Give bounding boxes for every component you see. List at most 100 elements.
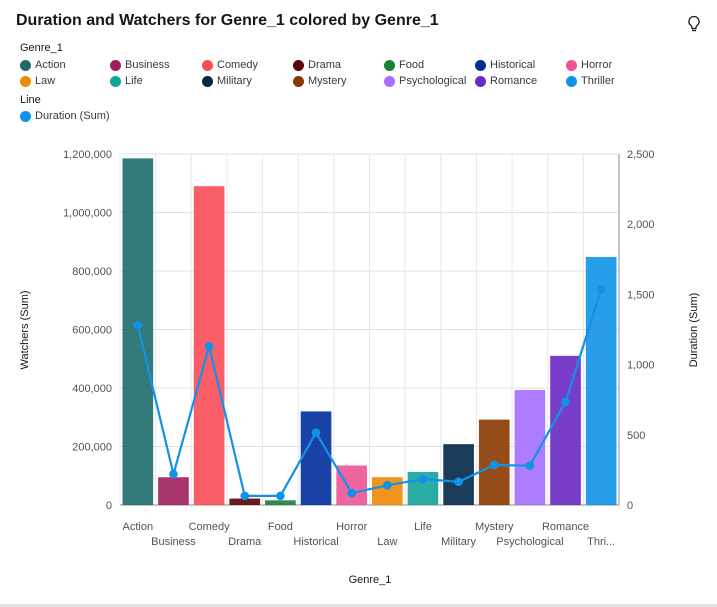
legend-swatch — [20, 110, 31, 122]
legend-item-horror[interactable]: Horror — [566, 58, 612, 72]
duration-point-psychological[interactable] — [525, 461, 535, 470]
y2-tick-label: 500 — [627, 430, 645, 442]
legend-swatch — [110, 75, 121, 87]
y-tick-label: 1,000,000 — [63, 208, 112, 220]
legend-swatch — [20, 75, 31, 87]
legend-label: Horror — [581, 59, 613, 71]
legend-item-romance[interactable]: Romance — [475, 74, 537, 88]
y-axis-title: Watchers (Sum) — [19, 290, 31, 369]
duration-point-horror[interactable] — [347, 488, 356, 498]
legend-label: Historical — [490, 59, 536, 71]
duration-point-mystery[interactable] — [489, 460, 499, 470]
y-tick-label: 600,000 — [72, 325, 112, 337]
duration-point-military[interactable] — [454, 477, 463, 487]
legend-item-food[interactable]: Food — [384, 58, 424, 72]
duration-point-drama[interactable] — [240, 491, 250, 501]
legend-label: Business — [125, 59, 170, 71]
line-legend-title: Line — [20, 94, 41, 106]
bar-drama[interactable] — [229, 498, 261, 505]
legend-item-military[interactable]: Military — [202, 74, 252, 88]
duration-point-comedy[interactable] — [204, 342, 214, 351]
legend-label: Drama — [308, 59, 342, 71]
legend-item-historical[interactable]: Historical — [475, 58, 535, 72]
chart-title: Duration and Watchers for Genre_1 colore… — [16, 12, 439, 29]
x-tick-label: Action — [123, 521, 154, 533]
y-tick-label: 1,200,000 — [63, 149, 112, 161]
legend-swatch — [475, 59, 486, 71]
legend-label: Duration (Sum) — [35, 110, 110, 122]
duration-point-law[interactable] — [383, 481, 392, 490]
x-tick-label: Historical — [293, 536, 338, 548]
legend-swatch — [566, 75, 577, 87]
legend-label: Romance — [490, 75, 538, 87]
bar-food[interactable] — [265, 500, 296, 505]
legend-label: Life — [125, 75, 143, 87]
legend-label: Law — [35, 75, 56, 87]
legend-swatch — [475, 75, 486, 87]
bar-romance[interactable] — [550, 355, 581, 505]
legend-label: Comedy — [217, 59, 258, 71]
bar-action[interactable] — [122, 158, 154, 505]
legend-swatch — [20, 59, 31, 71]
duration-point-life[interactable] — [418, 474, 428, 484]
legend-swatch — [293, 75, 304, 87]
duration-line — [136, 289, 603, 497]
y2-tick-label: 0 — [627, 500, 633, 512]
duration-point-historical[interactable] — [311, 428, 321, 437]
legend-item-thriller[interactable]: Thriller — [566, 74, 615, 88]
legend-item-law[interactable]: Law — [20, 74, 55, 88]
duration-point-action[interactable] — [133, 320, 143, 330]
legend-item-comedy[interactable]: Comedy — [202, 58, 258, 72]
y2-tick-label: 2,500 — [627, 149, 655, 161]
legend-title: Genre_1 — [20, 42, 63, 54]
legend-item-psychological[interactable]: Psychological — [384, 74, 466, 88]
legend-label: Psychological — [399, 75, 467, 87]
duration-point-business[interactable] — [169, 469, 178, 479]
y-tick-label: 0 — [106, 500, 112, 512]
x-tick-label: Horror — [336, 521, 368, 533]
x-axis-title: Genre_1 — [349, 574, 392, 586]
y2-tick-label: 2,000 — [627, 219, 655, 231]
lightbulb-icon[interactable] — [686, 14, 702, 34]
x-tick-label: Comedy — [189, 521, 230, 533]
legend-swatch — [566, 59, 577, 71]
y-tick-label: 400,000 — [72, 383, 112, 395]
bar-business[interactable] — [158, 477, 189, 505]
y2-axis-title: Duration (Sum) — [688, 293, 700, 368]
y-tick-label: 800,000 — [72, 266, 112, 278]
duration-point-food[interactable] — [276, 491, 285, 501]
bar-historical[interactable] — [300, 411, 332, 505]
legend-label: Action — [35, 59, 66, 71]
legend-swatch — [110, 59, 121, 71]
legend-item-drama[interactable]: Drama — [293, 58, 341, 72]
legend-swatch — [384, 75, 395, 87]
bar-thriller[interactable] — [585, 256, 617, 505]
legend-swatch — [384, 59, 395, 71]
x-tick-label: Thri... — [587, 536, 615, 548]
y-tick-label: 200,000 — [72, 442, 112, 454]
divider — [0, 604, 717, 607]
x-tick-label: Mystery — [475, 521, 514, 533]
x-tick-label: Military — [441, 536, 476, 548]
legend-label: Thriller — [581, 75, 615, 87]
legend-item-action[interactable]: Action — [20, 58, 66, 72]
x-tick-label: Psychological — [496, 536, 563, 548]
x-tick-label: Romance — [542, 521, 589, 533]
duration-point-thriller[interactable] — [596, 285, 606, 294]
legend-swatch — [202, 59, 213, 71]
legend-swatch — [293, 59, 304, 71]
legend-item-mystery[interactable]: Mystery — [293, 74, 347, 88]
duration-point-romance[interactable] — [561, 397, 570, 407]
legend-label: Food — [399, 59, 425, 71]
legend-item-duration[interactable]: Duration (Sum) — [20, 109, 110, 123]
bar-military[interactable] — [443, 444, 474, 505]
x-tick-label: Law — [377, 536, 397, 548]
legend-swatch — [202, 75, 213, 87]
y2-tick-label: 1,500 — [627, 289, 655, 301]
legend-item-life[interactable]: Life — [110, 74, 143, 88]
legend-label: Mystery — [308, 75, 347, 87]
bar-horror[interactable] — [336, 465, 368, 505]
legend-item-business[interactable]: Business — [110, 58, 170, 72]
legend-label: Military — [217, 75, 252, 87]
